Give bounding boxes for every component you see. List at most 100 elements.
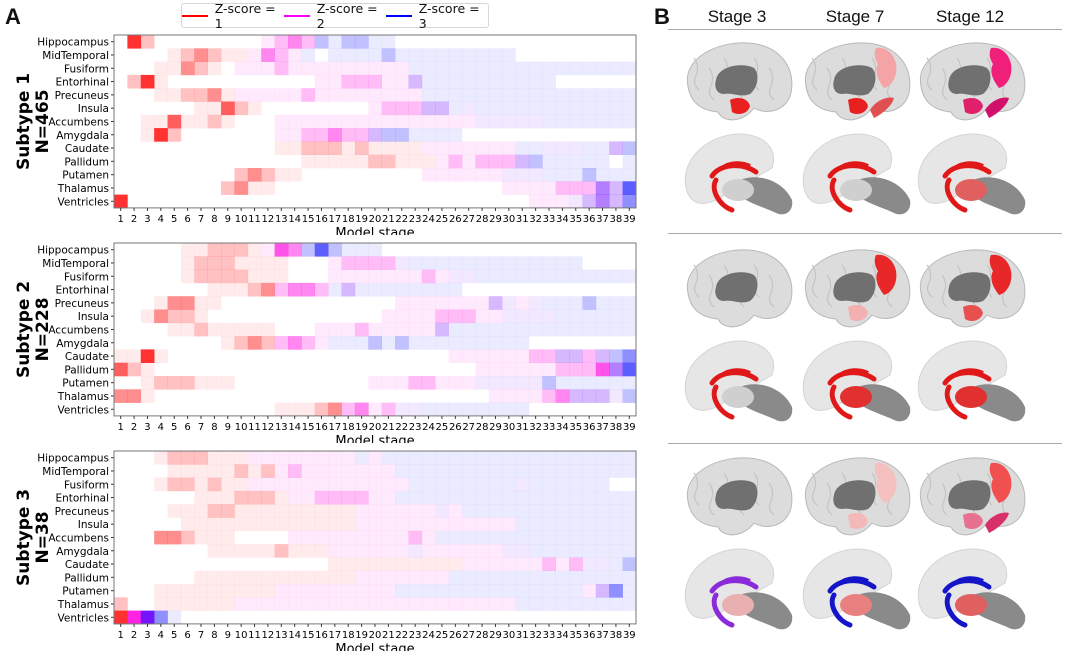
heatmap-cell — [555, 88, 570, 102]
heatmap-cell — [234, 48, 249, 62]
heatmap-cell — [528, 530, 543, 545]
heatmap-cell — [569, 557, 583, 571]
heatmap-cell — [609, 376, 623, 390]
heatmap-cell — [462, 61, 476, 76]
heatmap-cell — [515, 389, 530, 403]
heatmap-cell — [475, 336, 490, 350]
region-label: MidTemporal — [42, 258, 109, 270]
heatmap-cell — [488, 309, 503, 324]
heatmap-cell — [221, 48, 235, 62]
heatmap-cell — [488, 402, 503, 417]
x-tick-label: 25 — [436, 422, 449, 433]
heatmap-cell — [435, 322, 449, 337]
heatmap-cell — [542, 584, 556, 598]
heatmap-cell — [555, 570, 570, 585]
heatmap-cell — [448, 296, 463, 310]
heatmap-cell — [341, 61, 356, 76]
plot-area — [114, 451, 636, 624]
heatmap-cell — [502, 61, 516, 76]
heatmap-cell — [542, 376, 556, 390]
heatmap-cell — [569, 544, 583, 558]
heatmap-cell — [274, 128, 289, 142]
gyrus-line — [826, 274, 833, 308]
heatmap-cell — [448, 477, 463, 492]
cortex-render — [919, 249, 1026, 328]
heatmap-cell — [421, 309, 436, 324]
heatmap-cell — [395, 376, 409, 390]
heatmap-cell — [569, 584, 583, 598]
fusiform-highlight — [985, 97, 1009, 118]
panel-b-label: B — [654, 4, 670, 29]
heatmap-cell — [582, 451, 597, 465]
heatmap-cell — [247, 597, 262, 611]
x-tick-label: 29 — [489, 630, 502, 641]
heatmap-cell — [622, 296, 637, 310]
heatmap-cell — [408, 557, 423, 571]
heatmap-cell — [502, 517, 516, 532]
x-tick-label: 34 — [556, 422, 569, 433]
region-label: Hippocampus — [37, 245, 109, 257]
heatmap-cell — [368, 48, 382, 62]
heatmap-cell — [234, 88, 249, 102]
heatmap-cell — [421, 114, 436, 129]
x-tick-label: 27 — [462, 214, 475, 225]
heatmap-cell — [622, 61, 637, 76]
heatmap-cell — [368, 74, 382, 89]
heatmap-cell — [301, 154, 316, 169]
x-tick-label: 23 — [409, 422, 422, 433]
heatmap-cell — [502, 101, 516, 116]
heatmap-cell — [595, 490, 610, 505]
heatmap-cell — [194, 88, 208, 102]
x-tick-label: 4 — [158, 630, 164, 641]
heatmap-cell — [395, 530, 409, 545]
heatmap-cell — [314, 597, 329, 611]
heatmap-cell — [475, 477, 490, 492]
heatmap-cell — [408, 128, 423, 142]
heatmap-cell — [328, 570, 342, 585]
heatmap-cell — [207, 322, 222, 337]
heatmap-cell — [368, 490, 382, 505]
heatmap-cell — [328, 544, 342, 558]
heatmap-cell — [314, 243, 329, 257]
heatmap-cell — [528, 570, 543, 585]
heatmap-cell — [341, 256, 356, 270]
heatmap-cell — [569, 256, 583, 270]
heatmap-cell — [381, 35, 396, 49]
x-tick-label: 6 — [184, 630, 190, 641]
hemisphere-outline — [802, 548, 892, 619]
heatmap-cell — [582, 530, 597, 545]
heatmap-cell — [609, 451, 623, 465]
caudate — [838, 161, 869, 170]
heatmap-cell — [368, 570, 382, 585]
heatmap-cell — [381, 451, 396, 465]
heatmap-cell — [421, 154, 436, 169]
heatmap-cell — [515, 597, 530, 611]
heatmap-cell — [154, 477, 168, 492]
hemisphere-outline — [684, 548, 774, 619]
heatmap-cell — [555, 451, 570, 465]
hippocampus-highlight — [848, 305, 868, 321]
heatmap-cell — [542, 557, 556, 571]
heatmap-cell — [180, 517, 195, 532]
heatmap-cell — [395, 570, 409, 585]
heatmap-cell — [435, 296, 449, 310]
heatmap-cell — [288, 48, 302, 62]
heatmap-cell — [301, 517, 316, 532]
region-label: Precuneus — [55, 298, 109, 310]
heatmap-cell — [140, 349, 155, 363]
heatmap-cell — [622, 490, 637, 505]
heatmap-cell — [234, 336, 249, 350]
heatmap-cell — [288, 517, 302, 532]
heatmap-cell — [274, 48, 289, 62]
caudate — [838, 576, 869, 585]
heatmap-cell — [528, 181, 543, 195]
heatmap-cell — [555, 530, 570, 545]
heatmap-cell — [140, 114, 155, 129]
region-label: Accumbens — [48, 532, 109, 544]
heatmap-cell — [448, 282, 463, 297]
heatmap-cell — [328, 584, 342, 598]
heatmap-cell — [542, 544, 556, 558]
heatmap-cell — [488, 61, 503, 76]
heatmap-cell — [555, 349, 570, 363]
heatmap-cell — [381, 336, 396, 350]
